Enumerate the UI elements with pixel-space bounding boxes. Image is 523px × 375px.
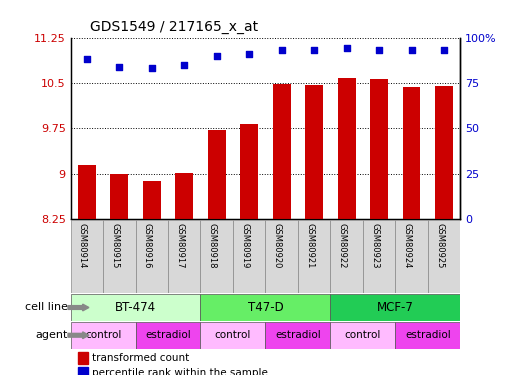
Bar — [110, 174, 128, 219]
Text: GSM80919: GSM80919 — [240, 223, 249, 268]
Bar — [240, 124, 258, 219]
Point — [310, 47, 319, 53]
Text: cell line: cell line — [25, 303, 68, 312]
Text: GDS1549 / 217165_x_at: GDS1549 / 217165_x_at — [90, 20, 258, 34]
Bar — [71, 294, 200, 321]
Text: GSM80923: GSM80923 — [370, 223, 379, 268]
Bar — [403, 87, 420, 219]
Point — [407, 47, 416, 53]
Text: BT-474: BT-474 — [115, 301, 156, 314]
Bar — [395, 220, 428, 293]
Bar — [71, 322, 135, 349]
Text: GSM80918: GSM80918 — [208, 223, 217, 268]
Text: GSM80917: GSM80917 — [175, 223, 184, 268]
Text: GSM80922: GSM80922 — [337, 223, 347, 268]
Text: GSM80925: GSM80925 — [435, 223, 444, 268]
Text: agent: agent — [36, 330, 68, 340]
Text: percentile rank within the sample: percentile rank within the sample — [92, 368, 268, 375]
Bar — [435, 86, 453, 219]
Point — [278, 47, 286, 53]
Bar — [298, 220, 331, 293]
Text: GSM80915: GSM80915 — [110, 223, 119, 268]
Bar — [135, 322, 200, 349]
Bar — [200, 322, 266, 349]
Bar — [395, 322, 460, 349]
Text: control: control — [85, 330, 121, 340]
Text: estradiol: estradiol — [405, 330, 451, 340]
Text: MCF-7: MCF-7 — [377, 301, 414, 314]
Text: control: control — [345, 330, 381, 340]
Bar — [305, 85, 323, 219]
Point — [245, 51, 253, 57]
Point — [375, 47, 383, 53]
Bar — [135, 220, 168, 293]
Bar — [168, 220, 200, 293]
Point — [343, 45, 351, 51]
Point — [83, 56, 91, 62]
Text: GSM80916: GSM80916 — [143, 223, 152, 268]
Bar — [331, 220, 363, 293]
Bar — [208, 130, 225, 219]
Bar — [370, 80, 388, 219]
Bar — [200, 294, 331, 321]
Bar — [338, 78, 356, 219]
Bar — [428, 220, 460, 293]
Point — [115, 64, 123, 70]
Bar — [272, 84, 291, 219]
Text: transformed count: transformed count — [92, 353, 189, 363]
Bar — [331, 322, 395, 349]
Bar — [331, 294, 460, 321]
Text: T47-D: T47-D — [247, 301, 283, 314]
Text: estradiol: estradiol — [275, 330, 321, 340]
Text: control: control — [215, 330, 251, 340]
Bar — [200, 220, 233, 293]
Bar — [78, 165, 96, 219]
Bar — [78, 368, 88, 375]
Bar — [363, 220, 395, 293]
Text: GSM80914: GSM80914 — [78, 223, 87, 268]
Text: GSM80920: GSM80920 — [272, 223, 282, 268]
Bar — [266, 322, 331, 349]
Bar — [103, 220, 135, 293]
Text: GSM80921: GSM80921 — [305, 223, 314, 268]
Bar — [266, 220, 298, 293]
Text: GSM80924: GSM80924 — [403, 223, 412, 268]
Point — [212, 53, 221, 59]
Text: estradiol: estradiol — [145, 330, 191, 340]
Point — [440, 47, 448, 53]
Bar — [78, 352, 88, 364]
Bar — [71, 220, 103, 293]
Point — [180, 62, 188, 68]
Bar — [175, 173, 193, 219]
Bar — [233, 220, 266, 293]
Point — [147, 65, 156, 71]
Bar — [143, 181, 161, 219]
